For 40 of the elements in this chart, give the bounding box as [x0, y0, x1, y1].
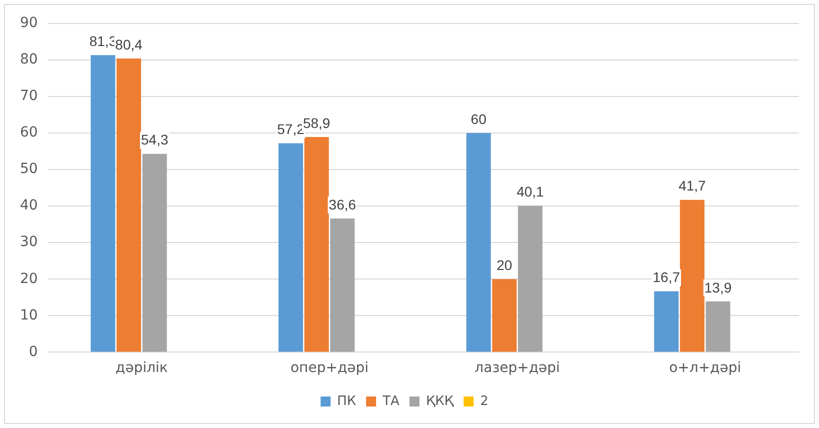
data-label: 80,4	[115, 36, 143, 52]
legend-label: ҚКҚ	[426, 394, 454, 409]
data-label: 60	[470, 110, 487, 127]
x-tick-label: дәрілік	[116, 360, 168, 376]
legend-label: 2	[480, 394, 488, 409]
bar	[90, 55, 116, 352]
x-tick-label: лазер+дәрі	[474, 360, 560, 376]
y-tick-label: 30	[20, 234, 38, 250]
bar	[278, 143, 304, 352]
y-tick-label: 0	[28, 344, 38, 360]
data-label: 36,6	[328, 196, 356, 212]
x-tick-label: о+л+дәрі	[669, 360, 742, 376]
data-label: 16,7	[652, 269, 680, 286]
data-label: 41,7	[678, 178, 706, 194]
y-tick-label: 90	[20, 15, 38, 32]
bar	[330, 218, 355, 352]
bar	[492, 279, 517, 352]
legend-label: ПК	[337, 394, 356, 409]
bar	[680, 200, 704, 352]
y-tick-label: 80	[20, 52, 38, 68]
y-tick-label: 20	[20, 270, 38, 287]
bar	[142, 154, 167, 352]
x-tick-label: опер+дәрі	[290, 360, 369, 376]
bar	[304, 137, 329, 352]
data-label: 58,9	[302, 114, 330, 131]
bar	[116, 58, 142, 352]
data-label: 20	[496, 256, 512, 273]
y-tick-label: 10	[20, 307, 38, 324]
y-tick-label: 60	[20, 124, 38, 141]
bar	[654, 291, 679, 352]
data-label: 40,1	[516, 184, 544, 200]
bar	[518, 206, 542, 352]
data-label: 13,9	[704, 279, 732, 296]
bar	[466, 133, 491, 352]
y-tick-label: 50	[20, 161, 38, 178]
bar	[706, 301, 730, 352]
legend-label: ТА	[382, 394, 400, 409]
y-tick-label: 70	[20, 88, 38, 104]
data-label: 54,3	[141, 132, 168, 148]
y-tick-label: 40	[20, 198, 38, 214]
